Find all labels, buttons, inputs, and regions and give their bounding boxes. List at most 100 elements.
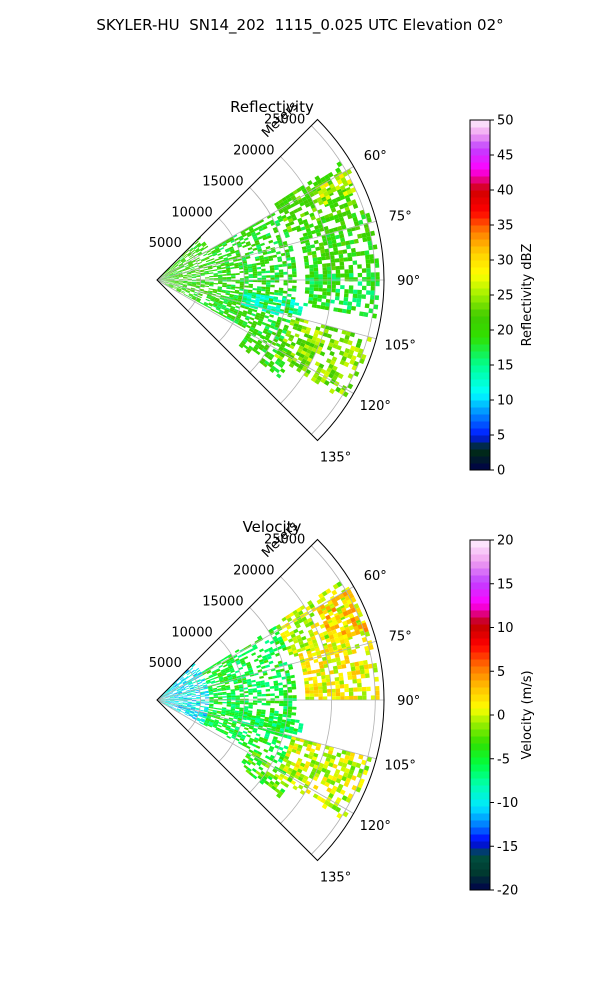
- echo-cell: [196, 703, 201, 706]
- echo-cell: [220, 294, 226, 298]
- echo-cell: [291, 268, 297, 272]
- echo-cell: [271, 625, 277, 631]
- colorbar-segment: [470, 673, 490, 681]
- echo-cell: [167, 268, 171, 272]
- echo-cell: [305, 326, 312, 332]
- colorbar-segment: [470, 386, 490, 394]
- echo-cell: [216, 306, 221, 310]
- echo-cell: [271, 341, 277, 347]
- echo-cell: [161, 281, 166, 284]
- echo-cell: [226, 273, 232, 276]
- echo-cell: [171, 687, 176, 691]
- echo-cell: [200, 284, 205, 286]
- echo-cell: [315, 769, 322, 775]
- echo-cell: [278, 346, 284, 351]
- echo-cell: [185, 709, 191, 712]
- echo-cell: [254, 343, 260, 349]
- echo-cell: [186, 708, 191, 711]
- echo-cell: [178, 702, 183, 705]
- echo-cell: [164, 273, 169, 277]
- echo-cell: [258, 303, 264, 307]
- echo-cell: [328, 610, 334, 617]
- echo-cell: [274, 688, 279, 691]
- echo-cell: [160, 696, 166, 699]
- echo-cell: [173, 263, 178, 267]
- echo-cell: [184, 675, 189, 680]
- echo-cell: [246, 678, 252, 682]
- echo-cell: [301, 616, 308, 622]
- echo-cell: [339, 265, 345, 270]
- echo-cell: [290, 633, 296, 639]
- echo-cell: [322, 274, 328, 278]
- echo-cell: [181, 258, 186, 262]
- echo-cell: [334, 636, 340, 642]
- echo-cell: [342, 249, 348, 254]
- echo-cell: [208, 290, 213, 293]
- echo-cell: [225, 710, 231, 713]
- echo-cell: [180, 686, 185, 689]
- echo-cell: [339, 337, 345, 343]
- echo-cell: [284, 234, 290, 239]
- echo-cell: [278, 337, 284, 343]
- echo-cell: [212, 253, 218, 257]
- echo-cell: [240, 659, 246, 664]
- echo-cell: [170, 280, 175, 282]
- echo-cell: [272, 736, 278, 740]
- echo-cell: [165, 698, 171, 700]
- echo-cell: [273, 716, 279, 720]
- echo-cell: [260, 313, 265, 318]
- echo-cell: [243, 727, 249, 731]
- echo-cell: [219, 297, 225, 301]
- echo-cell: [297, 356, 304, 362]
- echo-cell: [266, 275, 271, 278]
- echo-cell: [217, 287, 222, 290]
- echo-cell: [292, 310, 298, 315]
- echo-cell: [299, 342, 306, 348]
- echo-cell: [288, 651, 294, 656]
- echo-cell: [349, 695, 354, 700]
- colorbar-tick-label: 25: [497, 289, 514, 304]
- echo-cell: [196, 249, 201, 254]
- echo-cell: [233, 679, 238, 683]
- echo-cell: [224, 295, 230, 299]
- echo-cell: [258, 227, 264, 232]
- echo-cell: [321, 767, 327, 773]
- echo-cell: [195, 286, 201, 288]
- echo-cell: [326, 627, 332, 633]
- echo-cell: [173, 273, 178, 276]
- echo-cell: [247, 741, 253, 746]
- echo-cell: [244, 252, 250, 256]
- echo-cell: [218, 301, 223, 305]
- echo-cell: [253, 658, 259, 663]
- echo-cell: [327, 630, 333, 637]
- echo-cell: [173, 273, 178, 275]
- echo-cell: [268, 255, 273, 259]
- echo-cell: [218, 244, 223, 248]
- echo-cell: [261, 709, 266, 713]
- echo-cell: [223, 677, 229, 681]
- echo-cell: [267, 782, 273, 788]
- echo-cell: [226, 287, 231, 290]
- echo-cell: [201, 241, 206, 246]
- echo-cell: [287, 638, 294, 643]
- echo-cell: [165, 281, 171, 282]
- echo-region-5: [240, 292, 303, 316]
- echo-cell: [245, 241, 251, 245]
- echo-cell: [252, 309, 258, 313]
- echo-cell: [183, 683, 189, 687]
- echo-cell: [351, 621, 358, 627]
- echo-cell: [173, 692, 178, 695]
- echo-cell: [266, 282, 271, 285]
- echo-cell: [305, 696, 310, 700]
- echo-cell: [265, 688, 271, 692]
- echo-cell: [206, 715, 212, 718]
- echo-cell: [179, 256, 184, 260]
- echo-cell: [224, 248, 230, 252]
- echo-cell: [167, 689, 172, 693]
- echo-cell: [263, 648, 270, 653]
- echo-cell: [274, 773, 280, 779]
- echo-cell: [271, 785, 277, 791]
- echo-cell: [197, 672, 203, 676]
- echo-cell: [251, 293, 257, 297]
- colorbar-segment: [470, 372, 490, 380]
